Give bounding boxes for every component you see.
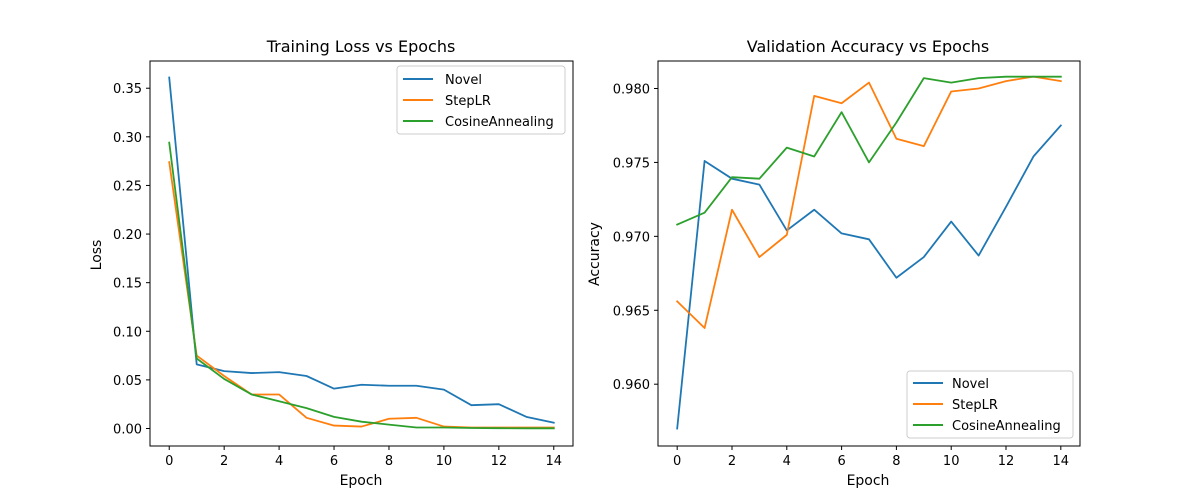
loss-ytick-label: 0.25 [113,179,142,194]
acc-legend-label-steplr: StepLR [952,398,998,413]
loss-legend-label-novel: Novel [445,73,482,88]
loss-chart-series [168,76,555,430]
loss-xtick-label: 2 [220,454,228,469]
accuracy-xtick-label: 12 [998,454,1015,469]
accuracy-xtick-label: 14 [1053,454,1070,469]
loss-xtick-label: 4 [275,454,283,469]
accuracy-chart-xlabel: Epoch [847,473,890,489]
accuracy-xtick-label: 6 [837,454,845,469]
loss-xtick-label: 0 [165,454,173,469]
accuracy-chart-ylabel: Accuracy [587,222,603,286]
acc-legend-label-cosine: CosineAnnealing [952,419,1061,434]
loss-series-line-novel [168,76,555,424]
loss-xtick-label: 10 [436,454,453,469]
loss-ytick-label: 0.35 [113,82,142,97]
accuracy-series-line-steplr [675,75,1062,329]
loss-xtick-label: 6 [330,454,338,469]
accuracy-xtick-label: 10 [943,454,960,469]
accuracy-ytick-label: 0.960 [613,378,650,393]
accuracy-ytick-label: 0.975 [613,156,650,171]
loss-legend-label-cosine: CosineAnnealing [445,115,554,130]
accuracy-ytick-label: 0.965 [613,304,650,319]
loss-legend-label-steplr: StepLR [445,94,491,109]
loss-xtick-label: 14 [545,454,562,469]
accuracy-xtick-label: 2 [728,454,736,469]
loss-chart-legend: Novel StepLR CosineAnnealing [396,65,566,135]
loss-xtick-label: 12 [491,454,508,469]
accuracy-chart-legend: Novel StepLR CosineAnnealing [906,370,1074,439]
accuracy-chart: Validation Accuracy vs Epochs Epoch Accu… [587,37,1081,489]
loss-ytick-label: 0.10 [113,325,142,340]
loss-ytick-label: 0.30 [113,131,142,146]
loss-xtick-label: 8 [385,454,393,469]
loss-ytick-label: 0.05 [113,374,142,389]
loss-chart-ylabel: Loss [89,240,105,271]
loss-ytick-label: 0.15 [113,277,142,292]
accuracy-ytick-label: 0.980 [613,83,650,98]
accuracy-chart-ticks: 0 2 4 6 8 10 12 14 0.960 0.965 0.970 0.975 0.980 [613,83,1069,470]
accuracy-chart-legend-box [906,370,1074,439]
accuracy-xtick-label: 0 [673,454,681,469]
acc-legend-label-novel: Novel [952,377,989,392]
loss-ytick-label: 0.00 [113,423,142,438]
accuracy-chart-axes-frame [657,60,1081,447]
accuracy-xtick-label: 8 [892,454,900,469]
loss-chart: Training Loss vs Epochs Epoch Loss 0 2 4 6 8… [89,37,574,489]
loss-series-line-cosineannealing [168,141,555,430]
loss-ytick-label: 0.20 [113,228,142,243]
accuracy-chart-title: Validation Accuracy vs Epochs [747,37,989,56]
accuracy-xtick-label: 4 [783,454,791,469]
accuracy-series-line-novel [676,124,1063,430]
accuracy-chart-series [675,75,1063,430]
accuracy-ytick-label: 0.970 [613,230,650,245]
loss-chart-axes-frame [149,60,574,447]
loss-chart-xlabel: Epoch [340,473,383,489]
loss-chart-ticks: 0 2 4 6 8 10 12 14 0.00 0.05 0.10 0.15 0.20 0.25 0.30 0… [113,82,562,469]
loss-chart-title: Training Loss vs Epochs [266,37,456,56]
accuracy-series-line-cosineannealing [675,75,1062,226]
loss-chart-legend-box [396,65,566,135]
